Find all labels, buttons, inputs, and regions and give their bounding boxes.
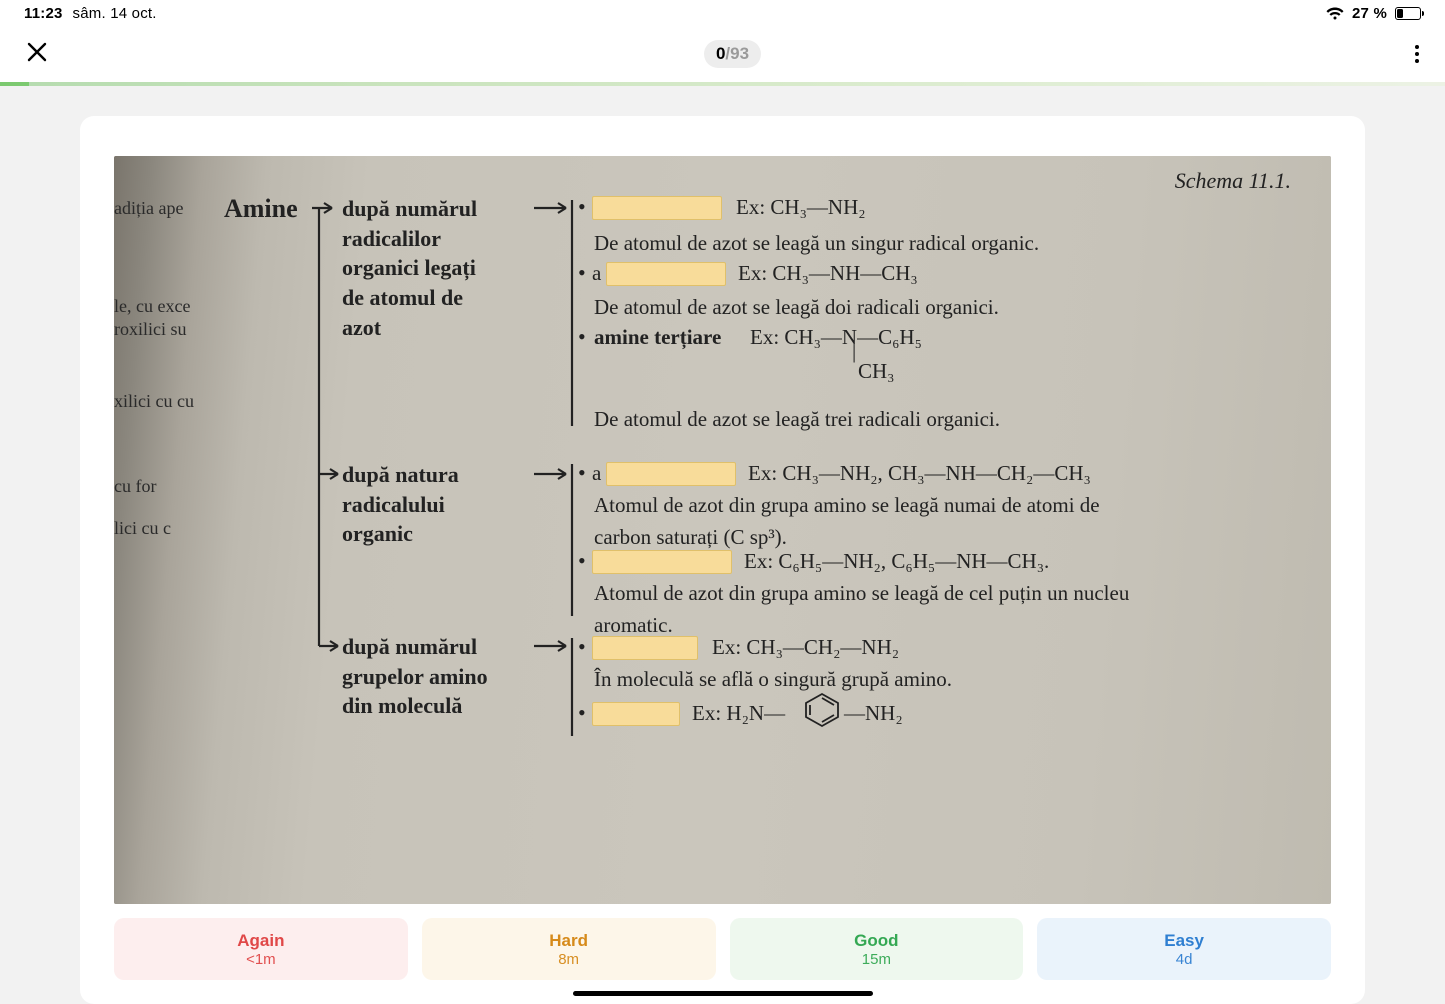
branch2-row1-desc: Atomul de azot din grupa amino se leagă …	[594, 490, 1154, 553]
flashcard[interactable]: adiția ape le, cu exce roxilici su xilic…	[80, 116, 1365, 1004]
branch-3-title: după numărul grupelor amino din moleculă	[342, 632, 488, 721]
answer-label: Hard	[422, 930, 716, 951]
cloze-blank[interactable]	[592, 702, 680, 726]
branch1-row3-desc: De atomul de azot se leagă trei radicali…	[594, 404, 1000, 436]
answer-interval: 8m	[422, 951, 716, 970]
flashcard-image: adiția ape le, cu exce roxilici su xilic…	[114, 156, 1331, 904]
branch3-row2-ex-left: Ex: H₂N—	[692, 698, 785, 730]
branch2-row1-prefix: a	[592, 458, 601, 490]
home-indicator[interactable]	[573, 991, 873, 996]
branch-1-title: după numărul radicalilor organici legați…	[342, 194, 477, 342]
bullet: •	[578, 194, 586, 220]
answer-label: Easy	[1037, 930, 1331, 951]
progress-current: 0	[716, 44, 725, 63]
answer-label: Good	[730, 930, 1024, 951]
status-date: sâm. 14 oct.	[73, 5, 157, 22]
deck-progress-bar	[0, 82, 1445, 86]
branch1-row2-desc: De atomul de azot se leagă doi radicali …	[594, 292, 999, 324]
branch1-row1-ex: Ex: CH₃—NH₂	[736, 192, 866, 224]
branch-2-title: după natura radicalului organic	[342, 460, 459, 549]
answer-interval: 15m	[730, 951, 1024, 970]
cloze-blank[interactable]	[592, 196, 722, 220]
bullet: •	[578, 324, 586, 350]
progress-counter[interactable]: 0/93	[704, 40, 761, 68]
branch1-row1-desc: De atomul de azot se leagă un singur rad…	[594, 228, 1039, 260]
answer-good-button[interactable]: Good 15m	[730, 918, 1024, 980]
battery-fill	[1397, 9, 1403, 18]
branch1-row3-label: amine terțiare	[594, 322, 721, 354]
bullet: •	[578, 700, 586, 726]
bullet: •	[578, 460, 586, 486]
branch3-row2-ex-right: —NH₂	[844, 698, 903, 730]
bullet: •	[578, 548, 586, 574]
kebab-dot	[1415, 52, 1419, 56]
bullet: •	[578, 260, 586, 286]
cloze-blank[interactable]	[592, 550, 732, 574]
answer-easy-button[interactable]: Easy 4d	[1037, 918, 1331, 980]
ipad-status-bar: 11:23 sâm. 14 oct. 27 %	[0, 0, 1445, 26]
close-icon	[26, 41, 48, 63]
benzene-ring-icon	[802, 692, 842, 733]
branch1-row3-ex2: |CH₃	[858, 356, 895, 388]
bullet: •	[578, 634, 586, 660]
kebab-dot	[1415, 59, 1419, 63]
answer-hard-button[interactable]: Hard 8m	[422, 918, 716, 980]
branch2-row2-ex: Ex: C₆H₅—NH₂, C₆H₅—NH—CH₃.	[744, 546, 1049, 578]
branch1-row3-ex: Ex: CH₃—N—C₆H₅	[750, 322, 922, 354]
branch2-row1-ex: Ex: CH₃—NH₂, CH₃—NH—CH₂—CH₃	[748, 458, 1091, 490]
branch1-row2-prefix: a	[592, 258, 601, 290]
review-viewport: adiția ape le, cu exce roxilici su xilic…	[0, 86, 1445, 1004]
battery-icon	[1395, 7, 1421, 20]
cloze-blank[interactable]	[592, 636, 698, 660]
more-options-button[interactable]	[1407, 37, 1427, 71]
answer-label: Again	[114, 930, 408, 951]
battery-percent: 27 %	[1352, 5, 1387, 22]
branch3-row1-ex: Ex: CH₃—CH₂—NH₂	[712, 632, 899, 664]
close-button[interactable]	[16, 34, 58, 74]
cloze-blank[interactable]	[606, 462, 736, 486]
status-time: 11:23	[24, 5, 63, 22]
answer-interval: 4d	[1037, 951, 1331, 970]
answer-button-row: Again <1m Hard 8m Good 15m Easy 4d	[114, 904, 1331, 1004]
branch3-row1-desc: În moleculă se află o singură grupă amin…	[594, 664, 952, 696]
app-header: 0/93	[0, 26, 1445, 82]
answer-again-button[interactable]: Again <1m	[114, 918, 408, 980]
cloze-blank[interactable]	[606, 262, 726, 286]
wifi-icon	[1326, 7, 1344, 20]
answer-interval: <1m	[114, 951, 408, 970]
branch1-row2-ex: Ex: CH₃—NH—CH₃	[738, 258, 918, 290]
kebab-dot	[1415, 45, 1419, 49]
progress-total: 93	[730, 44, 749, 63]
